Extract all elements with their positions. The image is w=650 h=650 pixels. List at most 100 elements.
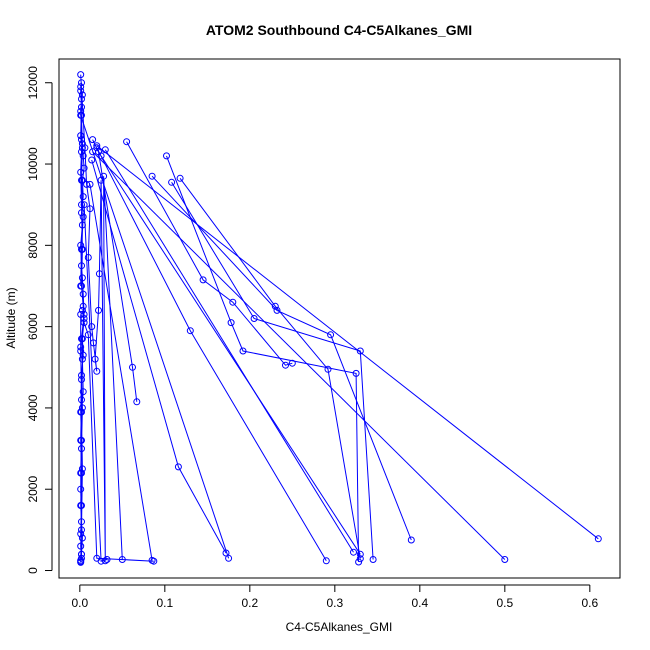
series-line: [96, 147, 327, 562]
data-point: [199, 276, 207, 284]
data-point: [78, 436, 85, 444]
series-line: [89, 184, 153, 561]
data-point: [222, 549, 230, 557]
series-line: [92, 151, 506, 560]
data-point: [352, 369, 360, 377]
y-axis: 0 2000 4000 6000 8000 10000 12000: [26, 66, 53, 574]
data-point: [79, 152, 87, 160]
data-point: [355, 558, 363, 566]
series-18: [86, 180, 156, 564]
data-point: [101, 146, 109, 154]
data-point: [80, 201, 88, 209]
data-point: [79, 213, 87, 221]
x-tick-label: 0.2: [241, 596, 258, 610]
data-point: [77, 168, 85, 176]
y-tick-label: 12000: [26, 66, 40, 100]
series-line: [83, 204, 108, 562]
data-point: [78, 176, 85, 184]
plot-frame: [58, 58, 621, 579]
x-axis: 0.0 0.1 0.2 0.3 0.4 0.5 0.6: [71, 584, 598, 610]
data-point: [79, 302, 87, 310]
series-line: [80, 314, 83, 563]
data-point: [89, 148, 97, 156]
data-point: [186, 327, 194, 335]
data-point: [78, 465, 86, 473]
data-point: [288, 359, 296, 367]
series-9: [123, 138, 296, 369]
data-point: [123, 138, 131, 146]
data-point: [84, 254, 92, 261]
series-4: [77, 111, 87, 290]
data-point: [77, 83, 85, 91]
series-line: [179, 178, 361, 559]
x-tick-label: 0.5: [496, 596, 513, 610]
y-tick-label: 0: [26, 567, 40, 574]
series-line: [92, 139, 138, 402]
data-point: [77, 408, 85, 416]
data-point: [86, 180, 94, 188]
x-tick-label: 0.4: [411, 596, 428, 610]
data-point: [80, 164, 88, 172]
series-3: [77, 310, 85, 566]
data-point: [229, 298, 237, 306]
data-point: [93, 367, 101, 375]
series-13: [176, 174, 364, 563]
x-tick-label: 0.0: [71, 596, 88, 610]
data-point: [78, 103, 85, 111]
data-point: [77, 241, 85, 249]
data-point: [77, 282, 85, 290]
series-line: [104, 149, 354, 553]
series-14: [89, 148, 509, 563]
data-point: [78, 376, 85, 383]
data-point: [148, 172, 156, 180]
data-point: [95, 270, 103, 278]
data-point: [356, 550, 364, 558]
data-point: [77, 469, 85, 477]
data-point: [84, 331, 92, 339]
data-point: [239, 347, 247, 355]
series-17: [101, 146, 357, 556]
series-line: [80, 115, 84, 287]
data-point: [594, 535, 602, 543]
series-line: [100, 155, 361, 555]
data-point: [77, 530, 85, 538]
series-19: [80, 201, 111, 565]
y-tick-label: 2000: [26, 476, 40, 503]
data-point: [78, 148, 85, 156]
data-point: [78, 534, 86, 542]
data-point: [97, 152, 105, 160]
data-point: [129, 363, 136, 371]
x-axis-label: C4-C5Alkanes_GMI: [286, 620, 393, 634]
data-point: [227, 319, 235, 327]
data-point: [77, 558, 85, 566]
data-point: [95, 306, 102, 314]
data-point: [174, 463, 182, 471]
data-point: [282, 361, 289, 369]
data-point: [77, 71, 85, 79]
data-point: [168, 178, 176, 186]
data-point: [118, 556, 126, 563]
data-point: [78, 245, 85, 253]
series-15: [93, 142, 602, 543]
data-point: [356, 347, 364, 355]
data-point: [324, 365, 332, 373]
data-point: [78, 355, 86, 363]
series-12: [148, 172, 415, 544]
data-point: [77, 310, 85, 318]
y-axis-label: Altitude (m): [4, 287, 18, 348]
data-point: [176, 174, 184, 182]
data-point: [407, 536, 415, 544]
data-point: [91, 355, 99, 363]
data-point: [78, 274, 86, 282]
series-line: [151, 175, 412, 541]
data-point: [88, 156, 96, 164]
data-point: [356, 555, 364, 563]
series-line: [80, 74, 154, 562]
data-point: [79, 388, 87, 396]
data-point: [78, 502, 85, 509]
data-point: [350, 548, 357, 556]
chart-title: ATOM2 Southbound C4-C5Alkanes_GMI: [206, 22, 472, 38]
series-16: [97, 152, 364, 558]
data-point: [78, 404, 86, 412]
data-point: [271, 302, 279, 310]
